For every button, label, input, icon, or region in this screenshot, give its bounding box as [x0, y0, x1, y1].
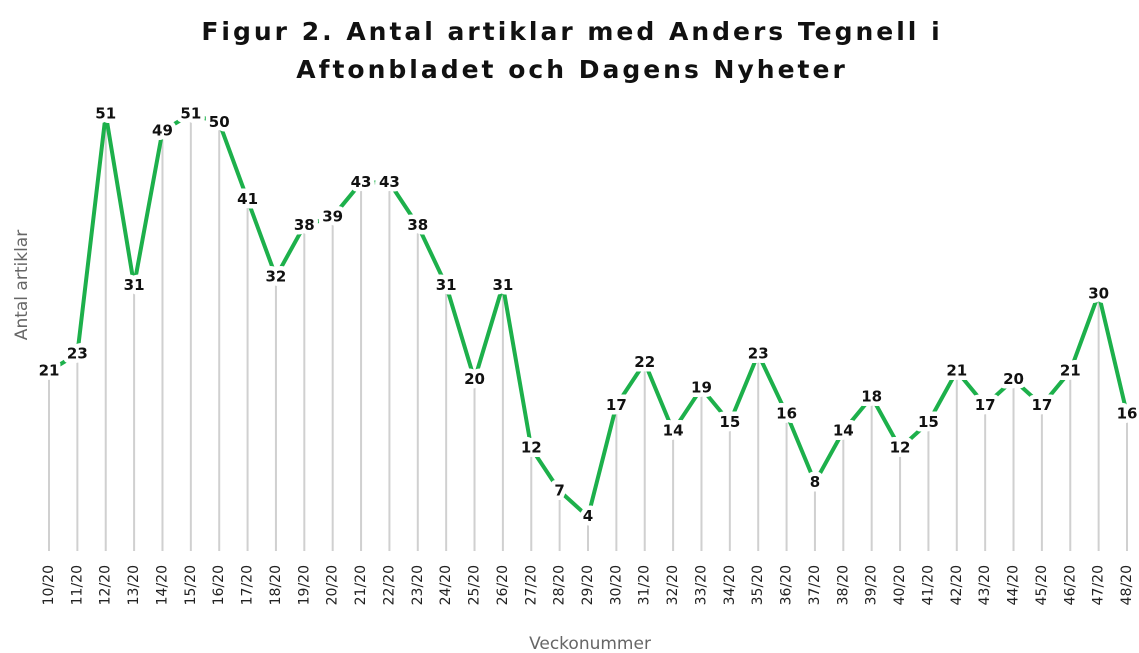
x-tick-label: 26/20: [495, 565, 511, 605]
chart-title: Figur 2. Antal artiklar med Anders Tegne…: [201, 17, 942, 46]
data-label: 21: [946, 362, 967, 380]
x-tick-label: 21/20: [353, 565, 369, 605]
data-label: 21: [1060, 362, 1081, 380]
chart-title: Aftonbladet och Dagens Nyheter: [296, 55, 848, 84]
data-label: 49: [152, 122, 173, 140]
data-label: 17: [606, 396, 627, 414]
data-label: 51: [180, 105, 201, 123]
data-label: 43: [351, 173, 372, 191]
x-tick-label: 39/20: [864, 565, 880, 605]
data-label: 30: [1088, 284, 1109, 302]
data-label: 31: [124, 276, 145, 294]
x-tick-label: 29/20: [580, 565, 596, 605]
x-tick-label: 48/20: [1119, 565, 1135, 605]
data-label: 14: [663, 422, 684, 440]
x-tick-label: 43/20: [977, 565, 993, 605]
data-label: 17: [975, 396, 996, 414]
data-label: 31: [492, 276, 513, 294]
data-label: 19: [691, 379, 712, 397]
x-tick-label: 23/20: [410, 565, 426, 605]
x-tick-label: 37/20: [807, 565, 823, 605]
data-label: 16: [1117, 404, 1138, 422]
x-tick-label: 13/20: [126, 565, 142, 605]
x-tick-label: 19/20: [296, 565, 312, 605]
x-tick-label: 12/20: [98, 565, 114, 605]
data-label: 17: [1031, 396, 1052, 414]
data-label: 20: [464, 370, 485, 388]
data-label: 41: [237, 190, 258, 208]
data-label: 21: [39, 362, 60, 380]
x-tick-label: 40/20: [892, 565, 908, 605]
data-label: 14: [833, 422, 854, 440]
x-tick-label: 44/20: [1006, 565, 1022, 605]
data-label: 31: [436, 276, 457, 294]
data-label: 38: [294, 216, 315, 234]
x-tick-label: 18/20: [268, 565, 284, 605]
data-label: 39: [322, 207, 343, 225]
x-tick-label: 25/20: [467, 565, 483, 605]
x-tick-label: 17/20: [240, 565, 256, 605]
data-label: 51: [95, 105, 116, 123]
x-tick-label: 22/20: [381, 565, 397, 605]
data-label: 15: [719, 413, 740, 431]
x-axis-label: Veckonummer: [529, 634, 651, 653]
x-tick-label: 15/20: [183, 565, 199, 605]
data-label: 23: [748, 344, 769, 362]
x-tick-label: 30/20: [608, 565, 624, 605]
y-axis-label: Antal artiklar: [12, 230, 32, 340]
x-tick-label: 31/20: [637, 565, 653, 605]
data-label: 4: [583, 507, 593, 525]
data-label: 16: [776, 404, 797, 422]
x-tick-label: 33/20: [693, 565, 709, 605]
x-tick-label: 16/20: [211, 565, 227, 605]
x-tick-label: 28/20: [552, 565, 568, 605]
data-label: 12: [521, 439, 542, 457]
data-label: 32: [266, 267, 287, 285]
data-label: 8: [810, 473, 820, 491]
x-tick-label: 24/20: [438, 565, 454, 605]
data-label: 12: [890, 439, 911, 457]
x-tick-label: 36/20: [779, 565, 795, 605]
x-tick-label: 14/20: [154, 565, 170, 605]
x-tick-label: 20/20: [325, 565, 341, 605]
x-tick-label: 11/20: [69, 565, 85, 605]
x-tick-label: 27/20: [523, 565, 539, 605]
x-tick-label: 47/20: [1091, 565, 1107, 605]
data-label: 20: [1003, 370, 1024, 388]
data-label: 50: [209, 113, 230, 131]
x-tick-label: 46/20: [1062, 565, 1078, 605]
data-label: 43: [379, 173, 400, 191]
data-label: 23: [67, 344, 88, 362]
x-tick-label: 41/20: [920, 565, 936, 605]
x-tick-label: 42/20: [949, 565, 965, 605]
data-label: 18: [861, 387, 882, 405]
data-label: 38: [407, 216, 428, 234]
x-tick-label: 32/20: [665, 565, 681, 605]
data-label: 22: [634, 353, 655, 371]
x-tick-label: 34/20: [722, 565, 738, 605]
x-tick-label: 45/20: [1034, 565, 1050, 605]
data-label: 15: [918, 413, 939, 431]
x-tick-label: 35/20: [750, 565, 766, 605]
x-tick-label: 10/20: [41, 565, 57, 605]
x-tick-label: 38/20: [835, 565, 851, 605]
data-label: 7: [554, 482, 564, 500]
data-line: [47, 111, 1129, 521]
